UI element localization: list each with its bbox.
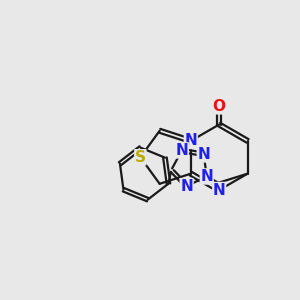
Text: N: N — [176, 143, 188, 158]
Text: O: O — [213, 99, 226, 114]
Text: N: N — [200, 169, 213, 184]
Text: N: N — [184, 134, 197, 148]
Text: S: S — [135, 150, 146, 165]
Text: N: N — [213, 183, 226, 198]
Text: N: N — [197, 147, 210, 162]
Text: N: N — [180, 178, 193, 194]
